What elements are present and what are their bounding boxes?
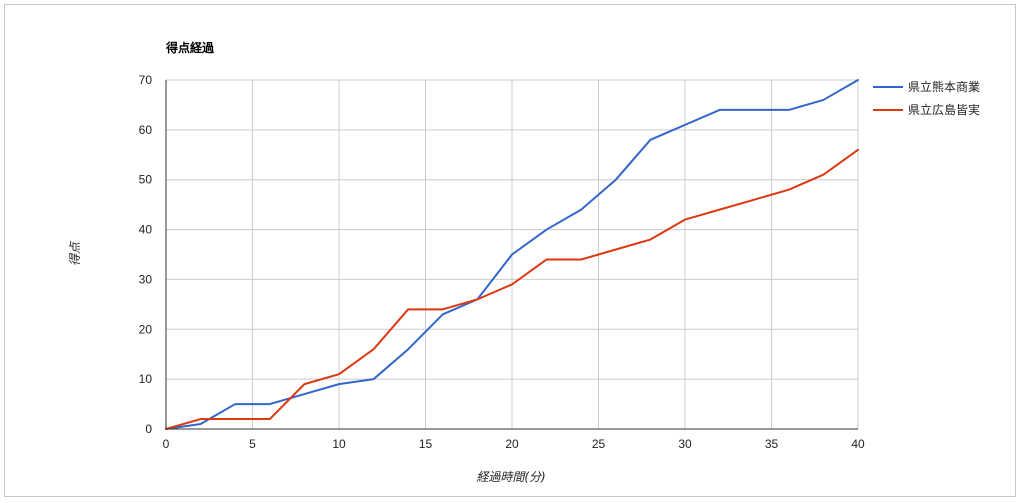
- x-tick-label: 35: [765, 437, 779, 451]
- y-tick-label: 70: [139, 73, 153, 87]
- x-tick-label: 15: [419, 437, 433, 451]
- y-tick-label: 10: [139, 372, 153, 386]
- series-line-2: [165, 148, 859, 430]
- y-tick-label: 50: [139, 173, 153, 187]
- series-lines: [165, 79, 859, 430]
- legend-label-1: 県立熊本商業: [908, 79, 980, 94]
- grid: [166, 79, 859, 429]
- x-tick-label: 20: [505, 437, 519, 451]
- y-tick-label: 40: [139, 223, 153, 237]
- x-tick-label: 0: [163, 437, 170, 451]
- y-axis-title: 得点: [68, 240, 82, 266]
- series-line-1: [165, 79, 859, 430]
- x-tick-label: 30: [678, 437, 692, 451]
- y-tick-label: 20: [139, 322, 153, 336]
- x-tick-label: 10: [332, 437, 346, 451]
- chart-title: 得点経過: [165, 40, 215, 55]
- x-axis-title: 経過時間(分): [476, 470, 545, 484]
- y-tick-label: 30: [139, 272, 153, 286]
- tick-labels: 0 5 10 15 20 25 30 35 40 0 10 20 30 40 50 60 70: [139, 73, 865, 451]
- legend-label-2: 県立広島皆実: [908, 102, 980, 117]
- x-tick-label: 5: [249, 437, 256, 451]
- y-tick-label: 0: [145, 422, 152, 436]
- x-tick-label: 40: [851, 437, 865, 451]
- y-tick-label: 60: [139, 123, 153, 137]
- x-tick-label: 25: [592, 437, 606, 451]
